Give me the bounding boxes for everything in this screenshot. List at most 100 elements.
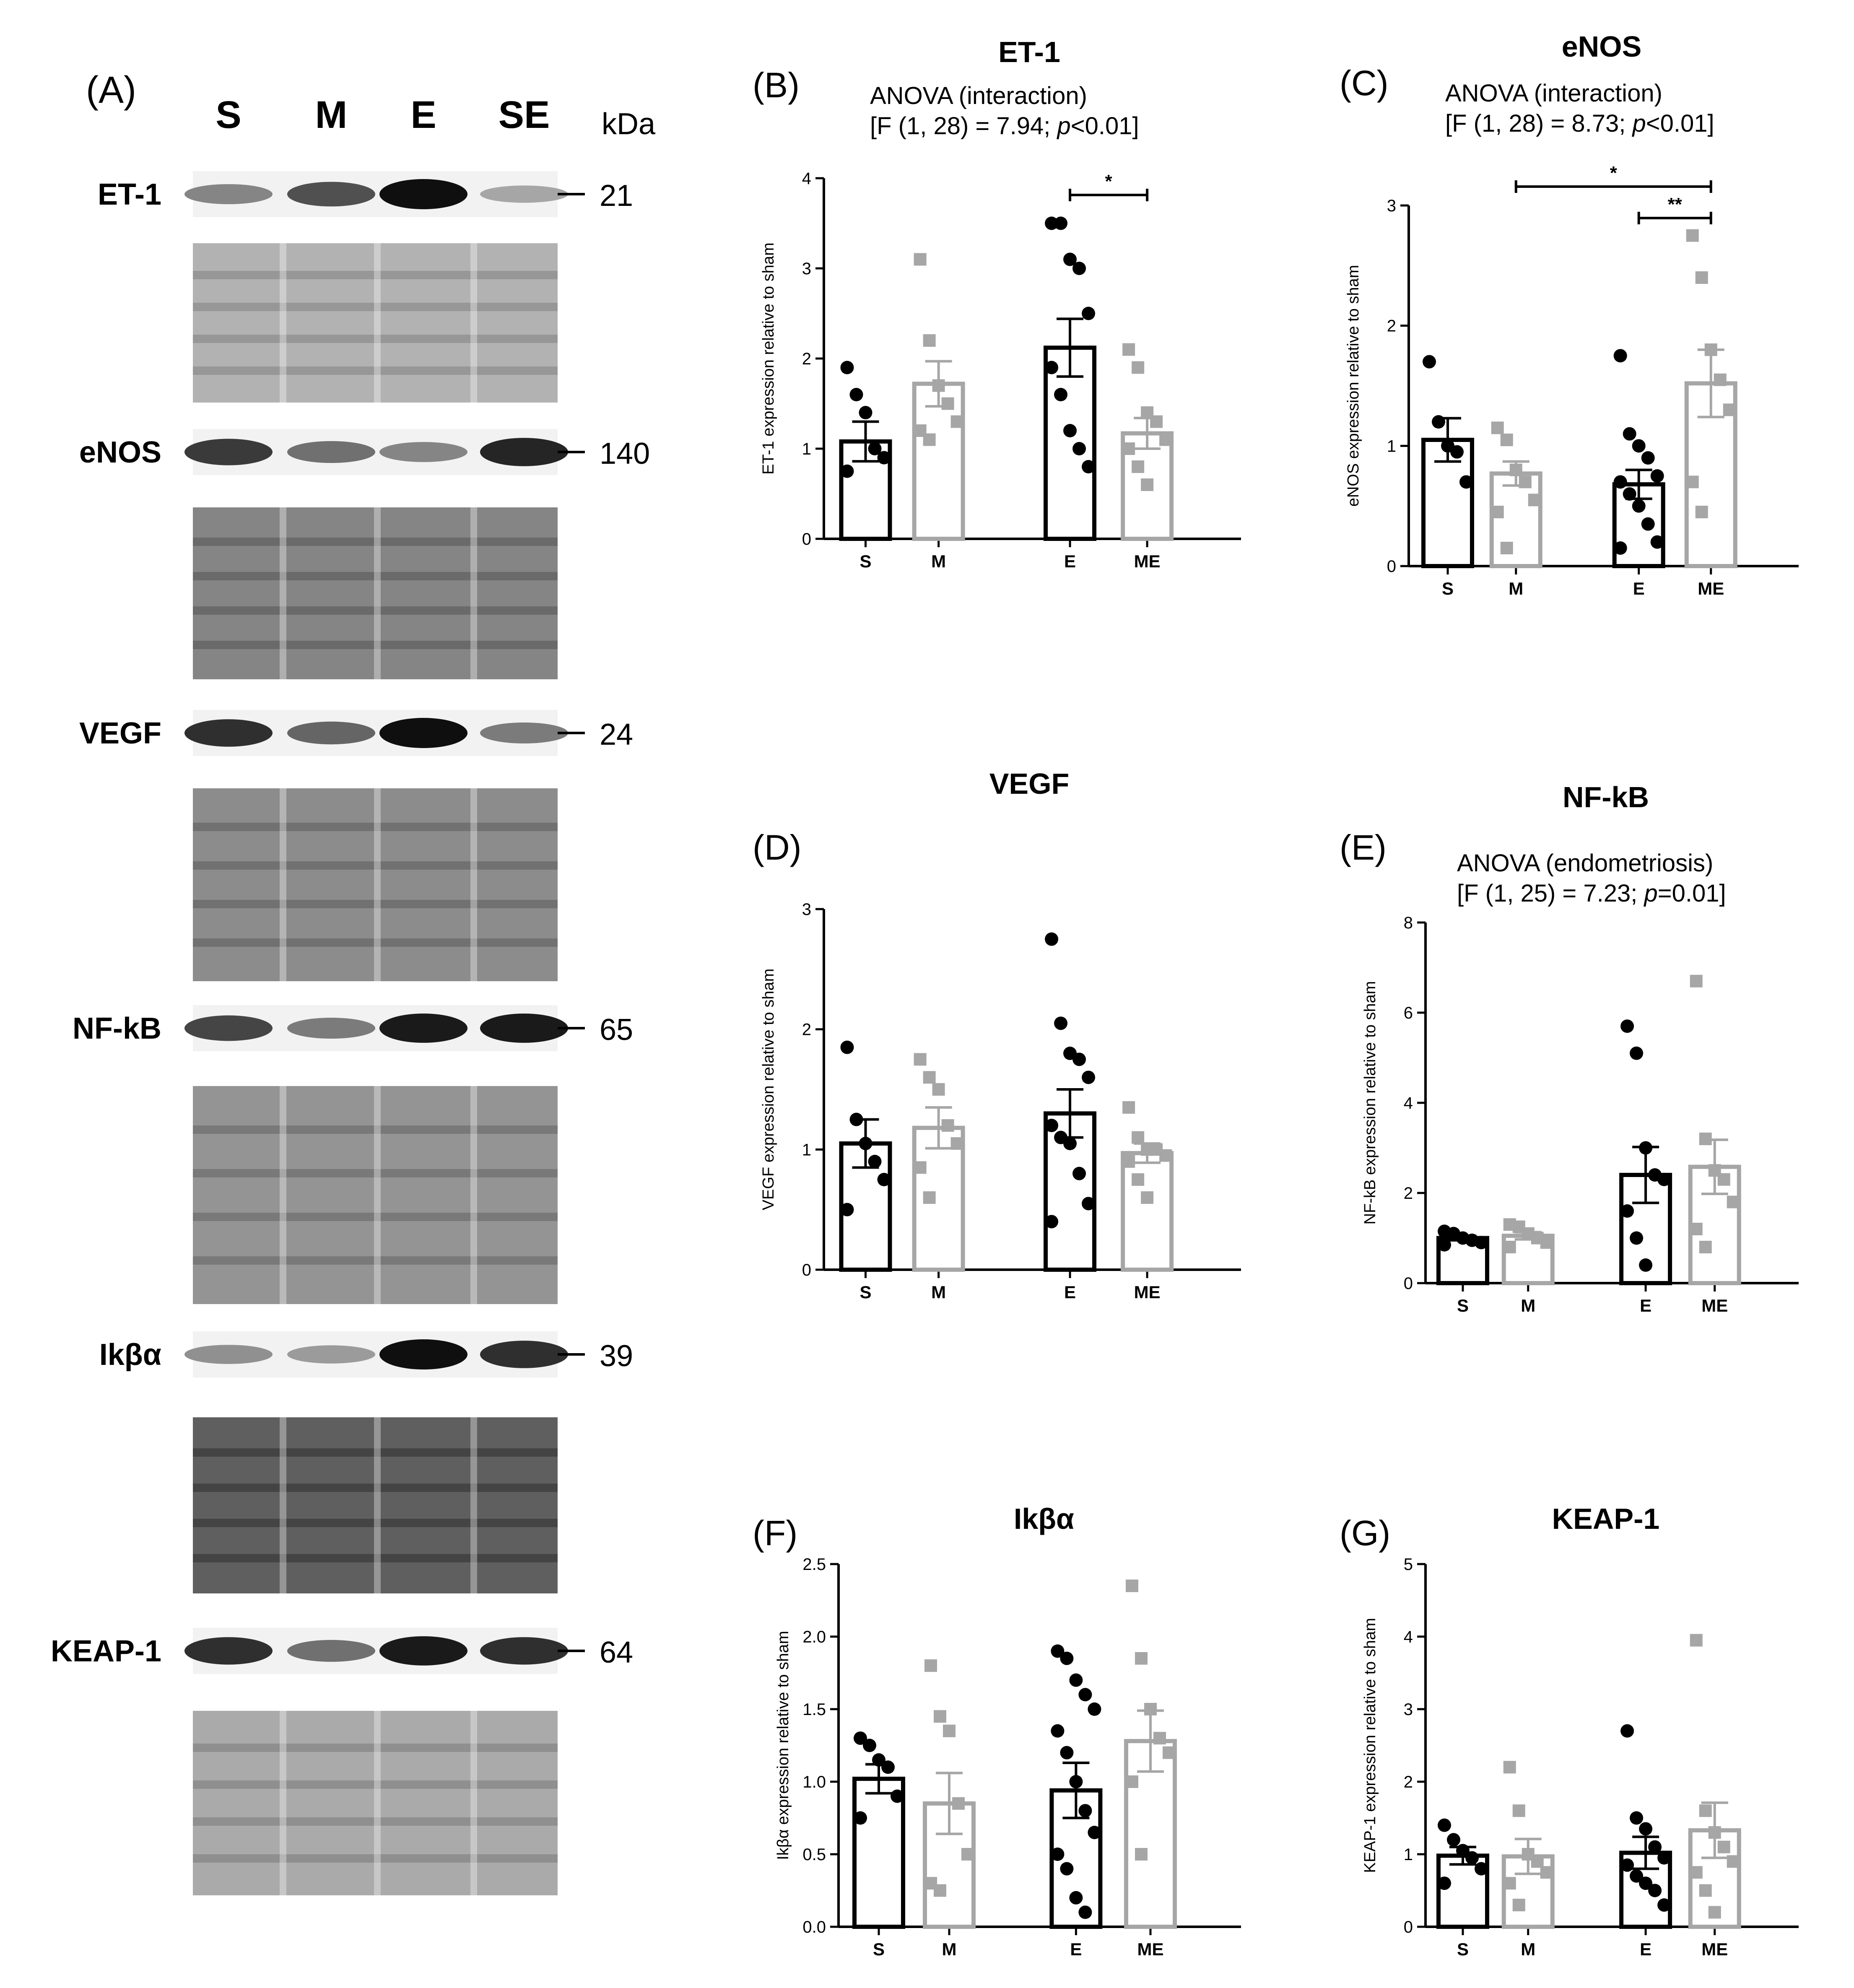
data-point — [924, 1659, 937, 1672]
data-point — [1141, 478, 1154, 491]
stats-p-symbol: p — [1057, 112, 1071, 140]
data-point — [932, 1083, 945, 1096]
y-tick-label: 1.0 — [802, 1773, 826, 1791]
panel-label: (A) — [86, 69, 136, 111]
band — [184, 719, 273, 747]
band — [480, 185, 568, 203]
stats-p-symbol: p — [1632, 110, 1646, 137]
y-tick-label: 3 — [802, 900, 811, 919]
chart-title: Ikβα — [1014, 1502, 1074, 1535]
band — [184, 1345, 273, 1364]
loading-band — [193, 303, 558, 311]
lane-gap — [470, 1711, 477, 1895]
loading-band — [193, 823, 558, 831]
data-point — [1141, 1191, 1154, 1204]
data-point — [1503, 1241, 1516, 1253]
significance-label: * — [1105, 171, 1113, 192]
loading-band — [193, 1817, 558, 1826]
chart-keap-1: (G) KEAP-1 0 1 2 3 4 5 KEAP-1 expression relativ… — [1340, 1502, 1799, 1959]
data-point — [1122, 1155, 1135, 1168]
panel-label: (F) — [753, 1513, 797, 1553]
stats-f: [F (1, 28) = 8.73; — [1445, 110, 1633, 137]
y-tick-label: 4 — [802, 169, 811, 188]
data-point — [1159, 1149, 1172, 1162]
data-point — [1699, 1804, 1712, 1817]
data-point — [1078, 1905, 1092, 1919]
chart-nf-kb: (E) NF-kB ANOVA (endometriosis) [F (1, 25) … — [1340, 781, 1799, 1315]
data-point — [1459, 475, 1473, 489]
y-tick-label: 5 — [1404, 1555, 1413, 1574]
data-point — [1491, 421, 1504, 434]
data-point — [923, 1191, 936, 1204]
data-point — [1686, 229, 1699, 242]
loading-band — [193, 900, 558, 908]
loading-band — [193, 1744, 558, 1752]
band — [480, 722, 568, 743]
lane-gap — [374, 1086, 381, 1304]
band — [287, 1345, 375, 1364]
data-point — [923, 334, 936, 347]
x-tick-label: ME — [1701, 1296, 1728, 1315]
data-point — [1456, 1844, 1470, 1858]
y-tick-label: 0 — [1404, 1274, 1413, 1293]
blot-vegf: VEGF 24 — [79, 710, 633, 981]
data-point — [1519, 476, 1532, 489]
data-point — [1641, 517, 1655, 531]
loading-band — [193, 538, 558, 546]
y-tick-label: 6 — [1404, 1004, 1413, 1022]
data-point — [849, 1112, 863, 1126]
data-point — [1072, 262, 1086, 275]
data-point — [934, 1884, 946, 1897]
lane-gap — [280, 1086, 286, 1304]
data-point — [1438, 1238, 1451, 1252]
data-point — [1714, 373, 1727, 386]
band — [379, 1339, 467, 1370]
data-point — [1135, 1652, 1148, 1665]
data-point — [1699, 1884, 1712, 1897]
panel-label: (E) — [1340, 828, 1387, 867]
data-point — [1623, 487, 1636, 501]
x-tick-label: ME — [1137, 1939, 1164, 1959]
data-point — [1727, 1855, 1740, 1868]
data-point — [859, 1137, 872, 1150]
y-tick-label: 2.0 — [802, 1628, 826, 1646]
lane-gap — [470, 243, 477, 403]
kda-value: 24 — [600, 718, 633, 751]
data-point — [1069, 1673, 1083, 1687]
data-point — [941, 1119, 954, 1132]
lane-gap — [470, 788, 477, 981]
data-point — [1082, 307, 1096, 320]
stats-f: [F (1, 25) = 7.23; — [1457, 880, 1644, 907]
bar — [1121, 1151, 1174, 1272]
data-point — [1088, 1826, 1101, 1840]
data-point — [1708, 1906, 1721, 1919]
data-point — [881, 1760, 895, 1774]
data-point — [1072, 1167, 1086, 1180]
x-tick-label: E — [1633, 579, 1645, 598]
lane-gap — [374, 243, 381, 403]
lane-gap — [470, 1086, 477, 1304]
data-point — [1447, 1833, 1460, 1847]
lane-gap — [470, 1417, 477, 1593]
y-tick-label: 2.5 — [802, 1555, 826, 1574]
data-point — [1150, 415, 1163, 428]
kda-value: 64 — [600, 1636, 633, 1669]
data-point — [868, 1155, 882, 1168]
loading-control — [193, 1417, 558, 1593]
loading-band — [193, 1554, 558, 1562]
protein-label: VEGF — [79, 717, 161, 750]
data-point — [1072, 442, 1086, 455]
data-point — [1126, 1775, 1138, 1788]
data-point — [1088, 1702, 1101, 1716]
data-point — [1641, 451, 1655, 465]
y-tick-label: 0 — [802, 1261, 811, 1279]
x-tick-label: E — [1070, 1939, 1082, 1959]
chart-title: ET-1 — [998, 36, 1060, 68]
data-point — [1690, 1634, 1703, 1647]
y-axis-label: KEAP-1 expression relative to sham — [1361, 1618, 1379, 1873]
data-point — [1717, 1840, 1730, 1853]
blot-keap-1: KEAP-1 64 — [51, 1628, 633, 1895]
band — [184, 439, 273, 465]
data-point — [1613, 349, 1627, 363]
